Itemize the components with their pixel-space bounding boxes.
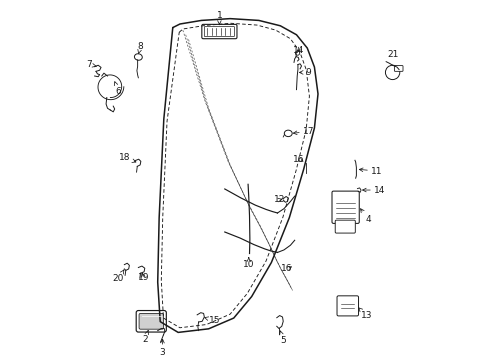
Circle shape [385,65,399,80]
FancyBboxPatch shape [394,66,402,71]
Circle shape [295,51,299,55]
FancyBboxPatch shape [331,191,359,224]
FancyBboxPatch shape [336,296,358,316]
Text: 19: 19 [137,273,149,282]
Text: 6: 6 [114,82,121,95]
Text: 11: 11 [359,167,382,176]
FancyBboxPatch shape [335,220,355,233]
Text: 3: 3 [159,339,164,357]
Text: 14: 14 [292,46,304,55]
Text: 14: 14 [362,185,385,194]
FancyBboxPatch shape [139,314,163,329]
Text: 2: 2 [142,330,148,344]
FancyBboxPatch shape [136,311,166,332]
Text: 12: 12 [273,195,285,204]
Text: 1: 1 [216,11,222,24]
Text: 18: 18 [119,153,136,162]
Text: 4: 4 [360,209,370,224]
Text: 20: 20 [112,270,123,283]
Ellipse shape [134,54,142,60]
Text: 10: 10 [243,258,254,270]
Text: 16: 16 [293,155,304,164]
FancyBboxPatch shape [202,24,237,39]
Text: 8: 8 [137,42,143,54]
FancyBboxPatch shape [204,27,234,37]
Text: 13: 13 [358,308,371,320]
Text: 5: 5 [279,331,285,345]
Text: 7: 7 [86,60,96,69]
Text: 16: 16 [281,265,292,274]
Text: 9: 9 [299,68,310,77]
Text: 17: 17 [293,127,314,136]
Ellipse shape [284,130,292,136]
Text: 15: 15 [204,316,221,325]
Text: 21: 21 [387,50,398,59]
